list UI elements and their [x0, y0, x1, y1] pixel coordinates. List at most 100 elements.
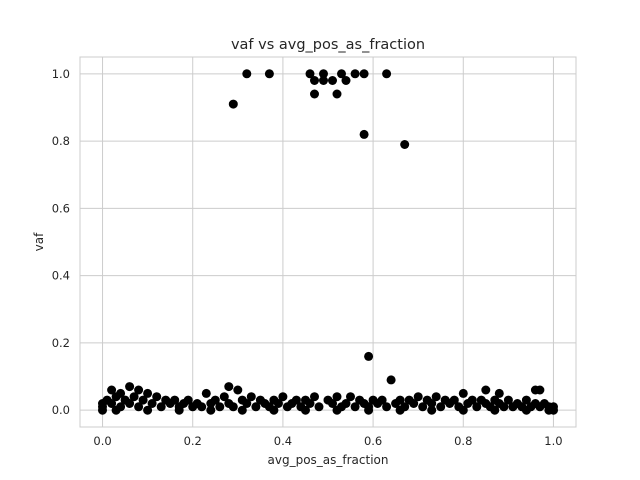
x-tick-label: 1.0 [544, 434, 562, 448]
data-point [436, 402, 446, 412]
x-tick-label: 0.2 [184, 434, 202, 448]
data-point [341, 399, 351, 408]
data-point [165, 399, 175, 408]
data-point [206, 405, 216, 415]
data-point [472, 402, 482, 412]
data-point [152, 392, 162, 402]
data-point [197, 402, 207, 412]
x-tick-labels: 0.0 0.2 0.4 0.6 0.8 1.0 [93, 434, 562, 448]
data-point [332, 405, 342, 415]
y-tick-label: 0.2 [52, 336, 70, 350]
data-point [427, 405, 437, 415]
data-point [328, 76, 337, 85]
y-axis-label: vaf [32, 232, 46, 251]
data-point [111, 392, 121, 402]
data-point [391, 399, 401, 408]
data-point [350, 402, 360, 412]
chart-title: vaf vs avg_pos_as_fraction [231, 37, 425, 53]
data-point [350, 69, 360, 79]
data-point [224, 382, 234, 392]
data-point [305, 399, 315, 408]
y-tick-label: 0.4 [52, 269, 70, 283]
y-tick-label: 1.0 [52, 67, 70, 81]
data-point [332, 89, 342, 99]
data-point [174, 405, 184, 415]
data-point [242, 399, 252, 408]
data-point [490, 405, 500, 415]
data-point [111, 405, 121, 415]
y-tick-label: 0.8 [52, 134, 70, 148]
x-tick-label: 0.0 [93, 434, 111, 448]
x-tick-label: 0.6 [364, 434, 382, 448]
data-points [98, 69, 558, 415]
data-point [508, 402, 518, 412]
y-tick-label: 0.6 [52, 201, 70, 215]
data-point [233, 385, 243, 395]
data-point [458, 388, 468, 398]
x-axis-label: avg_pos_as_fraction [268, 453, 389, 467]
data-point [400, 140, 410, 149]
data-point [341, 76, 351, 85]
data-point [386, 375, 396, 385]
data-point [535, 385, 545, 395]
data-point [346, 392, 355, 402]
data-point [107, 399, 117, 408]
data-point [427, 399, 437, 408]
data-point [431, 392, 441, 402]
x-tick-label: 0.4 [274, 434, 292, 448]
data-point [215, 402, 225, 412]
plot-frame [79, 56, 577, 428]
data-point [264, 69, 274, 79]
data-point [305, 69, 315, 79]
data-point [373, 399, 383, 408]
data-point [219, 392, 229, 402]
data-point [413, 392, 423, 402]
data-point [287, 399, 297, 408]
grid-lines [80, 57, 576, 427]
data-point [237, 405, 247, 415]
data-point [332, 392, 342, 402]
data-point [521, 405, 531, 415]
data-point [521, 395, 531, 405]
data-point [319, 69, 328, 79]
y-tick-label: 0.0 [52, 403, 70, 417]
data-point [395, 405, 405, 415]
data-point [382, 69, 392, 79]
data-point [228, 402, 238, 412]
data-point [364, 351, 374, 361]
data-point [242, 69, 252, 79]
x-tick-label: 0.8 [454, 434, 472, 448]
data-point [458, 405, 468, 415]
data-point [129, 392, 139, 402]
data-point [310, 76, 319, 85]
data-point [314, 402, 324, 412]
data-point [107, 385, 117, 395]
data-point [251, 402, 261, 412]
data-point [503, 395, 513, 405]
data-point [310, 392, 319, 402]
data-point [156, 402, 166, 412]
data-point [134, 385, 144, 395]
data-point [463, 399, 473, 408]
data-point [179, 399, 189, 408]
data-point [359, 69, 369, 79]
data-point [143, 388, 153, 398]
data-point [228, 99, 238, 109]
data-point [310, 89, 319, 99]
data-point [206, 399, 216, 408]
data-point [359, 129, 369, 139]
data-point [143, 405, 153, 415]
data-point [382, 402, 392, 412]
data-point [278, 392, 288, 402]
data-point [337, 69, 346, 79]
data-point [201, 388, 211, 398]
data-point [364, 405, 374, 415]
data-point [494, 388, 504, 398]
data-point [481, 385, 491, 395]
data-point [269, 405, 279, 415]
data-point [301, 405, 310, 415]
data-point [134, 402, 144, 412]
data-point [328, 399, 337, 408]
data-point [125, 399, 135, 408]
